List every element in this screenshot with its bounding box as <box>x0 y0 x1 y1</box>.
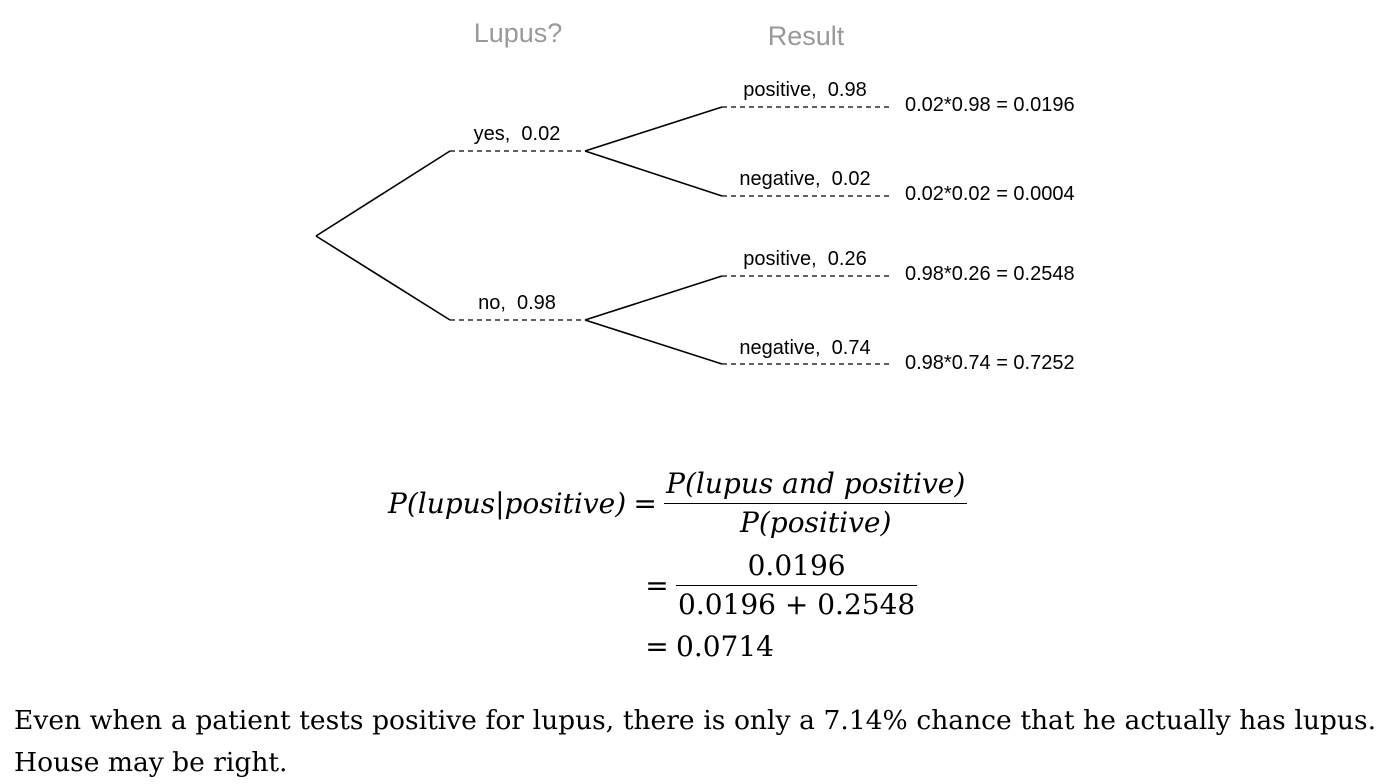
probability-tree: Lupus? Result yes, 0.02 no, 0.98 positiv… <box>315 18 1075 374</box>
header-lupus: Lupus? <box>474 18 563 48</box>
formula-row-2: = 0.0196 0.0196 + 0.2548 <box>638 547 918 624</box>
formula-equals-2: = <box>645 569 669 602</box>
formula-fraction-2: 0.0196 0.0196 + 0.2548 <box>676 547 918 624</box>
fraction-bar-2 <box>676 585 918 586</box>
bayes-formula: P(lupus|positive) = P(lupus and positive… <box>388 465 968 663</box>
label-no: no, 0.98 <box>478 292 556 314</box>
formula-denominator-2: 0.0196 + 0.2548 <box>678 588 916 621</box>
branch-no-negative <box>584 319 723 365</box>
formula-result: 0.0714 <box>676 630 774 663</box>
formula-row-1: P(lupus|positive) = P(lupus and positive… <box>388 465 968 542</box>
formula-equals-3: = <box>645 630 669 663</box>
fraction-bar-1 <box>664 503 968 504</box>
formula-numerator-1: P(lupus and positive) <box>666 467 966 500</box>
formula-equals-1: = <box>633 487 657 520</box>
formula-fraction-1: P(lupus and positive) P(positive) <box>664 465 968 542</box>
branch-yes-positive <box>584 106 723 152</box>
branch-yes <box>315 150 451 237</box>
conclusion-text: Even when a patient tests positive for l… <box>14 705 1376 778</box>
label-yes-negative: negative, 0.02 <box>739 168 870 190</box>
label-yes: yes, 0.02 <box>474 123 561 145</box>
product-yes-positive: 0.02*0.98 = 0.0196 <box>905 94 1075 116</box>
header-result: Result <box>768 21 845 51</box>
formula-numerator-2: 0.0196 <box>747 549 846 582</box>
branch-no <box>315 235 451 321</box>
formula-denominator-1: P(positive) <box>740 506 892 539</box>
branch-yes-negative <box>584 150 723 197</box>
label-no-negative: negative, 0.74 <box>739 337 870 359</box>
product-no-negative: 0.98*0.74 = 0.7252 <box>905 352 1075 374</box>
formula-row-3: = 0.0714 <box>638 630 774 663</box>
branch-no-positive <box>584 275 723 321</box>
product-no-positive: 0.98*0.26 = 0.2548 <box>905 263 1075 285</box>
label-no-positive: positive, 0.26 <box>743 248 866 270</box>
formula-lhs: P(lupus|positive) <box>388 487 627 520</box>
product-yes-negative: 0.02*0.02 = 0.0004 <box>905 183 1075 205</box>
label-yes-positive: positive, 0.98 <box>743 79 866 101</box>
